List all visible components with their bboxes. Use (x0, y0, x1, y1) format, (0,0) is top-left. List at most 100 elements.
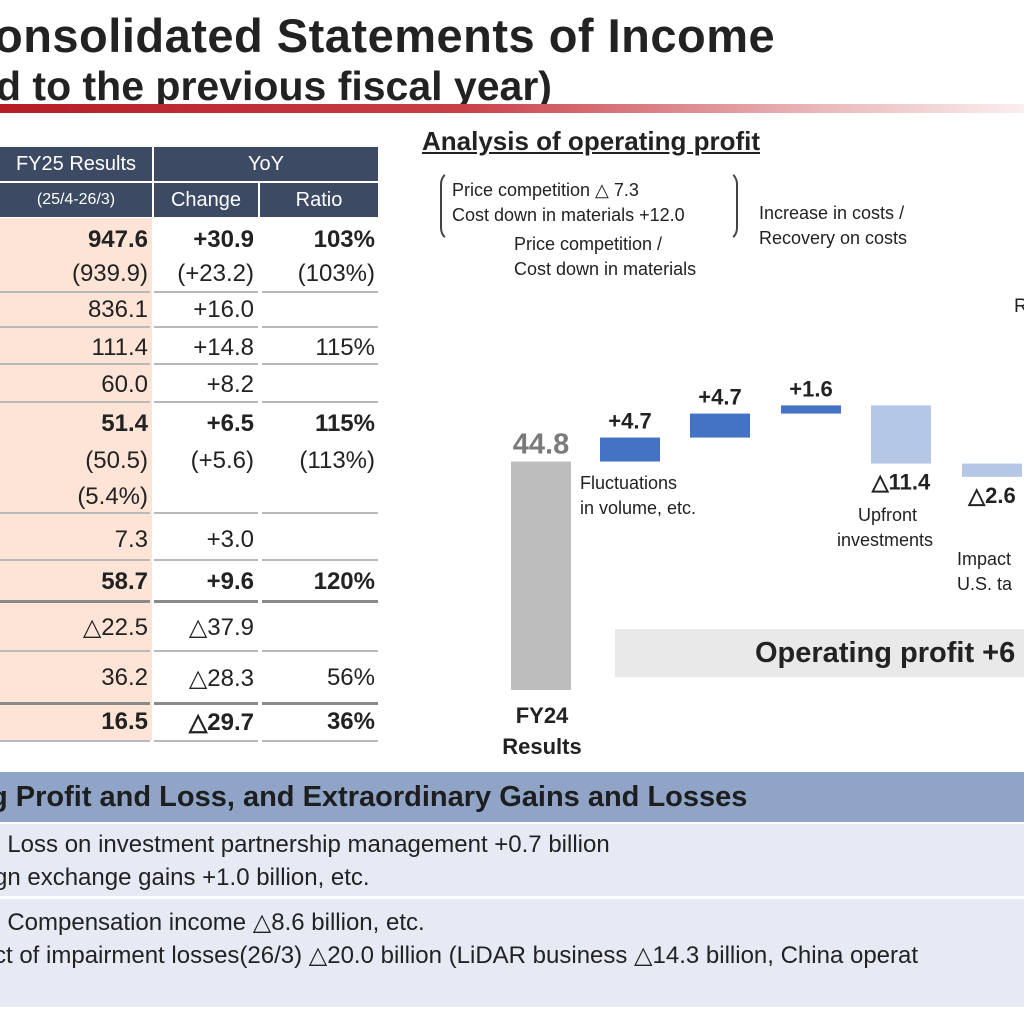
table-cell-result: (939.9) (71, 260, 148, 287)
table-cell-ratio: 115% (314, 410, 375, 437)
chart-title: Analysis of operating profit (422, 126, 761, 156)
table-row-divider (0, 326, 150, 328)
impact-label-2: U.S. ta (957, 574, 1013, 594)
bracket-line-1: Price competition △ 7.3 (452, 180, 639, 200)
upfront-label-1: Upfront (858, 505, 918, 525)
bracket-line-2: Cost down in materials +12.0 (452, 205, 685, 225)
table-cell-change: +8.2 (206, 371, 254, 398)
table-cell-result: △22.5 (82, 614, 148, 641)
table-row-divider (262, 363, 378, 365)
x-axis-label: FY24 Results (487, 700, 597, 762)
bottom-line-3: : Compensation income △8.6 billion, etc. (0, 909, 425, 936)
data-label: +4.7 (698, 385, 741, 410)
extraordinary-box (0, 899, 1024, 1007)
waterfall-bar (871, 405, 931, 464)
upfront-label-2: investments (837, 530, 934, 550)
table-row-divider (154, 401, 258, 403)
results-column-bg (0, 218, 152, 740)
table-row-divider (154, 291, 258, 293)
table-row-divider (0, 600, 150, 603)
table-cell-ratio: 103% (313, 226, 375, 253)
table-cell-change: △28.3 (188, 665, 254, 692)
table-row-divider (262, 559, 378, 561)
waterfall-bar (690, 413, 750, 438)
table-row-divider (0, 291, 150, 293)
table-cell-change: +14.8 (193, 334, 254, 361)
bottom-line-1: : Loss on investment partnership managem… (0, 831, 610, 858)
section-band-title: g Profit and Loss, and Extraordinary Gai… (0, 781, 748, 813)
title-underline (0, 104, 1024, 113)
x-axis-label-line-2: Results (502, 734, 582, 759)
data-label: +1.6 (789, 376, 832, 401)
table-row-divider (262, 740, 378, 742)
data-label: △11.4 (871, 470, 931, 495)
page-subtitle: d to the previous fiscal year) (0, 63, 552, 109)
table-cell-change: +3.0 (206, 526, 254, 553)
table-cell-result: 7.3 (114, 526, 148, 553)
impact-label-1: Impact (957, 549, 1012, 569)
table-cell-result: 36.2 (101, 664, 148, 691)
table-cell-change: +16.0 (193, 296, 254, 323)
table-row-divider (262, 702, 378, 705)
bottom-line-4: ct of impairment losses(26/3) △20.0 bill… (0, 942, 919, 969)
table-cell-result: 111.4 (91, 334, 149, 361)
table-row-divider (262, 401, 378, 403)
operating-profit-text: Operating profit +6 (755, 637, 1016, 669)
data-label: 44.8 (513, 429, 569, 461)
table-row-divider (0, 650, 150, 652)
waterfall-bar (781, 405, 841, 414)
bottom-line-2: gn exchange gains +1.0 billion, etc. (0, 864, 370, 891)
table-cell-ratio: 120% (313, 568, 375, 595)
header-yoy: YoY (154, 147, 378, 181)
table-cell-change: (+23.2) (177, 260, 254, 287)
table-row-divider (154, 512, 258, 514)
table-cell-ratio: (103%) (297, 260, 375, 287)
table-row-divider (154, 559, 258, 561)
table-cell-change: +6.5 (206, 410, 254, 437)
waterfall-bar (962, 463, 1022, 477)
non-operating-box (0, 824, 1024, 896)
table-row-divider (154, 600, 258, 603)
waterfall-bar (600, 437, 660, 462)
table-cell-ratio: 36% (326, 708, 375, 735)
table-cell-change: +30.9 (193, 226, 254, 253)
table-row-divider (0, 702, 150, 705)
table-cell-ratio: (113%) (299, 447, 375, 474)
table-row-divider (262, 650, 378, 652)
table-row-divider (0, 740, 150, 742)
table-row-divider (154, 363, 258, 365)
page-title: onsolidated Statements of Income (0, 9, 776, 62)
table-cell-change: △29.7 (188, 709, 254, 736)
costs-label-2: Recovery on costs (759, 228, 908, 248)
table-row-divider (0, 363, 150, 365)
table-row-divider (0, 559, 150, 561)
table-row-divider (154, 702, 258, 705)
data-label: +4.7 (608, 409, 651, 434)
section-band: g Profit and Loss, and Extraordinary Gai… (0, 772, 1024, 822)
table-cell-result: 947.6 (87, 226, 148, 253)
header-results: FY25 Results (0, 147, 152, 181)
table-cell-result: 60.0 (101, 371, 148, 398)
price-label-1: Price competition / (514, 234, 663, 254)
x-axis-label-line-1: FY24 (515, 703, 569, 728)
table-row-divider (0, 512, 150, 514)
header-change: Change (154, 183, 258, 217)
table-cell-result: 51.4 (101, 410, 148, 437)
edge-label: R (1014, 296, 1024, 317)
price-label-2: Cost down in materials (514, 259, 697, 279)
table-cell-result: (50.5) (85, 447, 148, 474)
table-row-divider (154, 650, 258, 652)
table-cell-result: (5.4%) (77, 483, 148, 510)
table-cell-ratio: 115% (315, 334, 375, 361)
header-period: (25/4-26/3) (0, 183, 152, 217)
data-label: △2.6 (967, 483, 1016, 508)
table-row-divider (0, 401, 150, 403)
table-cell-change: △37.9 (188, 614, 254, 641)
table-cell-result: 58.7 (101, 568, 148, 595)
table-cell-change: (+5.6) (190, 447, 254, 474)
table-row-divider (262, 512, 378, 514)
fluct-label-1: Fluctuations (580, 473, 678, 493)
header-ratio: Ratio (260, 183, 378, 217)
table-row-divider (262, 291, 378, 293)
